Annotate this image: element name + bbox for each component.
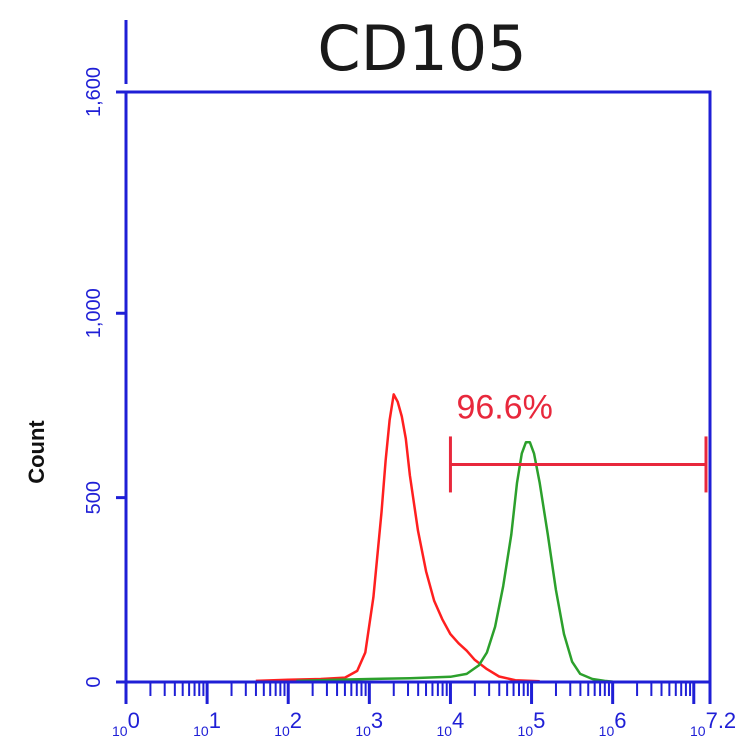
y-axis-label: Count bbox=[24, 420, 49, 484]
gate-annotation: 96.6% bbox=[448, 388, 708, 493]
x-tick-base: 10 bbox=[436, 723, 452, 739]
x-tick-base: 10 bbox=[193, 723, 209, 739]
x-tick-label: 105 bbox=[518, 708, 546, 739]
y-tick-label: 1,000 bbox=[83, 288, 105, 338]
x-tick-base: 10 bbox=[112, 723, 128, 739]
y-tick-label: 0 bbox=[83, 676, 105, 687]
x-tick-exponent: 5 bbox=[533, 708, 545, 733]
x-tick-exponent: 2 bbox=[290, 708, 302, 733]
x-tick-base: 10 bbox=[599, 723, 615, 739]
gate-percentage-label: 96.6% bbox=[456, 388, 552, 426]
x-tick-label: 100 bbox=[112, 708, 140, 739]
x-tick-label: 101 bbox=[193, 708, 221, 739]
chart-title: CD105 bbox=[317, 12, 526, 85]
x-tick-exponent: 4 bbox=[452, 708, 464, 733]
x-tick-base: 10 bbox=[690, 723, 706, 739]
histogram-series bbox=[255, 393, 613, 683]
x-tick-label: 107.2 bbox=[690, 708, 736, 739]
x-tick-base: 10 bbox=[518, 723, 534, 739]
x-tick-exponent: 0 bbox=[128, 708, 140, 733]
x-tick-exponent: 6 bbox=[614, 708, 626, 733]
y-tick-label: 500 bbox=[83, 481, 105, 514]
x-tick-label: 102 bbox=[274, 708, 302, 739]
histogram-series-1 bbox=[255, 393, 540, 683]
x-tick-label: 106 bbox=[599, 708, 627, 739]
histogram-series-2 bbox=[296, 441, 613, 683]
plot-frame bbox=[124, 20, 712, 684]
y-axis-ticks: 0 500 1,000 1,600 bbox=[83, 67, 126, 688]
x-tick-exponent: 3 bbox=[371, 708, 383, 733]
x-axis-ticks: 100 101 102 103 104 105 106 107.2 bbox=[112, 682, 736, 739]
y-tick-label: 1,600 bbox=[83, 67, 105, 117]
x-tick-label: 104 bbox=[436, 708, 464, 739]
plot-border bbox=[124, 90, 712, 684]
x-tick-base: 10 bbox=[274, 723, 290, 739]
x-tick-base: 10 bbox=[355, 723, 371, 739]
x-tick-label: 103 bbox=[355, 708, 383, 739]
x-tick-exponent: 7.2 bbox=[706, 708, 737, 733]
x-tick-exponent: 1 bbox=[209, 708, 221, 733]
